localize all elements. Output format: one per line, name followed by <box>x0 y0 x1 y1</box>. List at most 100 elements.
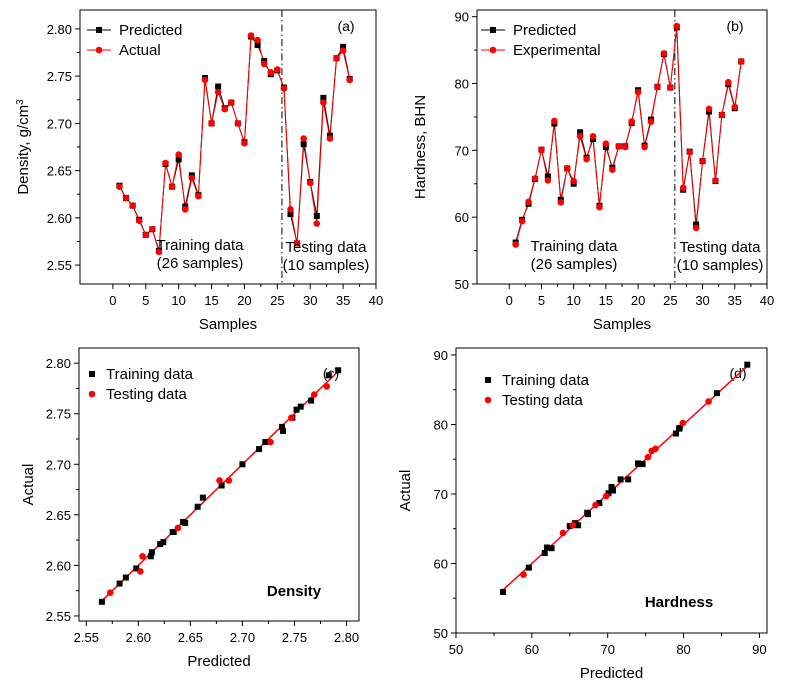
x-tick-label: 15 <box>204 293 218 308</box>
y-tick-label: 2.80 <box>47 22 72 37</box>
x-axis-label: Samples <box>199 316 257 333</box>
testing-point <box>267 438 274 446</box>
predicted-point <box>340 43 347 50</box>
actual-point <box>699 157 706 165</box>
testing-point <box>602 492 610 500</box>
actual-point <box>313 220 321 227</box>
training-point <box>635 461 642 468</box>
y-tick-label: 2.80 <box>46 356 71 371</box>
training-point <box>544 544 551 551</box>
testing-point <box>705 398 712 405</box>
actual-point <box>267 69 275 76</box>
actual-point <box>287 206 294 213</box>
y-tick-label: 90 <box>434 348 448 363</box>
chart-panel-a: 0 5 10 15 20 25 30 35 40 2.55 2.60 2.65 2.70 2.75 2.80… <box>15 9 383 333</box>
training-point <box>147 553 154 560</box>
legend-label: Predicted <box>119 22 182 39</box>
actual-point <box>667 84 674 91</box>
training-point <box>548 545 555 552</box>
actual-point <box>293 240 301 247</box>
testing-point <box>225 477 233 484</box>
actual-point <box>731 103 739 111</box>
training-point <box>744 361 751 368</box>
x-tick-label: 90 <box>752 642 766 657</box>
actual-point <box>589 133 597 140</box>
training-point <box>500 588 507 595</box>
actual-point <box>320 99 327 106</box>
y-tick-label: 2.60 <box>47 211 72 226</box>
x-tick-label: 10 <box>171 293 185 308</box>
x-tick-label: 25 <box>663 293 677 308</box>
y-tick-label: 2.75 <box>46 407 71 422</box>
training-count-annotation: (26 samples) <box>157 255 244 272</box>
actual-point <box>692 224 700 232</box>
predicted-point <box>577 129 584 136</box>
actual-point <box>254 36 261 44</box>
x-tick-label: 35 <box>336 293 350 308</box>
y-tick-label: 70 <box>455 143 469 158</box>
legend-label: Actual <box>119 42 161 59</box>
x-tick-label: 2.70 <box>230 630 255 645</box>
actual-point <box>280 85 288 92</box>
training-point <box>262 439 269 446</box>
plot-frame <box>78 347 360 622</box>
training-point <box>133 565 140 572</box>
x-tick-label: 2.55 <box>74 630 99 645</box>
testing-point <box>569 521 577 529</box>
training-point <box>308 397 315 404</box>
x-tick-label: 80 <box>676 642 690 657</box>
training-point <box>278 423 285 430</box>
training-point <box>169 529 176 536</box>
testing-point <box>323 383 331 390</box>
legend-label: Training data <box>106 366 194 383</box>
actual-point <box>647 118 655 125</box>
actual-point <box>247 32 255 39</box>
actual-point <box>602 140 610 147</box>
training-point <box>180 518 187 525</box>
training-point <box>218 482 225 489</box>
training-point <box>325 372 332 379</box>
predicted-point <box>175 156 182 163</box>
predicted-point <box>313 212 320 219</box>
x-tick-label: 0 <box>109 293 116 308</box>
actual-point <box>221 105 229 113</box>
panel-label: (d) <box>729 365 746 381</box>
panel-title: Hardness <box>645 594 713 611</box>
training-point <box>122 574 129 581</box>
actual-point <box>660 50 668 57</box>
training-point <box>280 427 287 434</box>
x-tick-label: 15 <box>599 293 613 308</box>
y-tick-label: 2.65 <box>47 164 72 179</box>
x-tick-label: 60 <box>525 642 539 657</box>
actual-point <box>621 143 629 151</box>
actual-point <box>162 159 169 167</box>
testing-point <box>592 501 599 509</box>
x-axis-label: Predicted <box>580 665 643 682</box>
training-point <box>293 406 300 413</box>
actual-point <box>654 83 661 91</box>
actual-point <box>641 143 648 151</box>
actual-point <box>195 192 202 200</box>
actual-point <box>142 231 150 239</box>
series-line-actual <box>119 34 351 253</box>
predicted-point <box>602 144 609 150</box>
actual-point <box>583 155 590 163</box>
actual-point <box>274 66 281 73</box>
training-point <box>713 390 720 397</box>
training-point <box>199 494 206 501</box>
actual-point <box>570 177 577 185</box>
legend-label: Experimental <box>513 42 601 59</box>
x-tick-label: 10 <box>566 293 580 308</box>
actual-point <box>557 199 565 206</box>
training-count-annotation: (26 samples) <box>531 256 618 273</box>
legend-marker <box>88 390 96 398</box>
actual-point <box>175 151 182 158</box>
actual-point <box>214 88 222 96</box>
predicted-point <box>320 94 327 101</box>
plot-frame <box>455 347 768 634</box>
actual-point <box>135 217 143 224</box>
y-axis-label: Density, g/cm3 <box>15 99 33 195</box>
y-tick-label: 2.60 <box>46 558 71 573</box>
training-point <box>116 580 123 587</box>
x-tick-label: 30 <box>303 293 317 308</box>
